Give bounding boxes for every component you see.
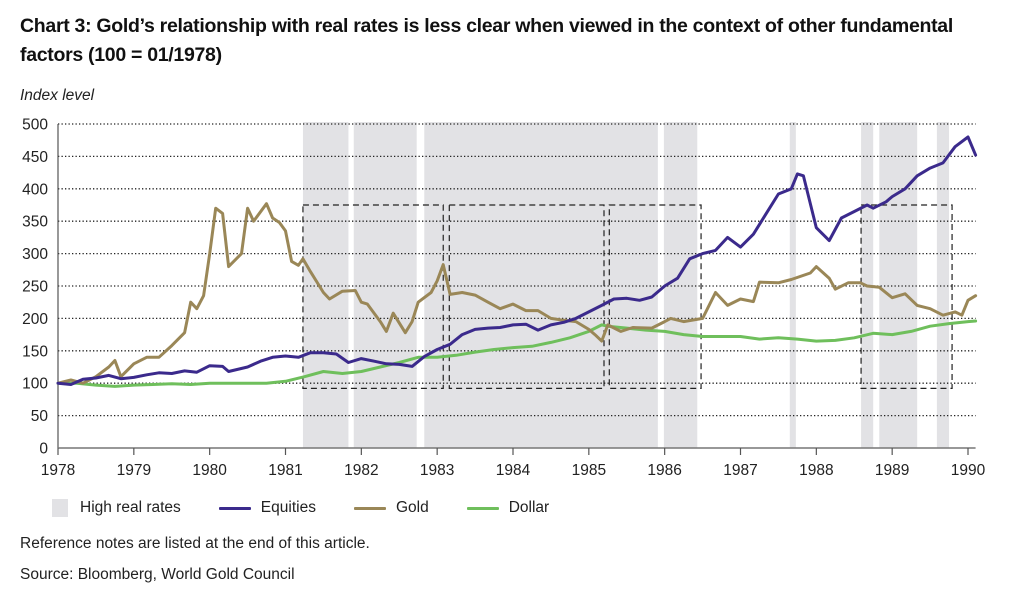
legend-label: Dollar <box>508 499 550 516</box>
shaded-period <box>879 122 918 448</box>
x-tick-label: 1988 <box>799 462 833 479</box>
highlight-box <box>302 204 444 389</box>
legend-item-high-real-rates: High real rates <box>52 499 181 517</box>
axes <box>57 124 976 455</box>
legend-swatch-gold <box>353 506 386 510</box>
high-real-rates-shading <box>302 122 950 448</box>
highlight-box <box>448 204 605 389</box>
highlight-box <box>608 204 702 389</box>
x-tick-label: 1979 <box>117 462 151 479</box>
legend-swatch-dollar <box>466 506 499 510</box>
series-line-dollar <box>56 319 978 388</box>
y-tick-label: 50 <box>31 408 49 425</box>
shaded-period <box>936 122 950 448</box>
y-tick-label: 350 <box>22 214 48 231</box>
legend-item-gold: Gold <box>353 499 429 517</box>
chart-title: Chart 3: Gold’s relationship with real r… <box>20 15 953 66</box>
x-tick-label: 1983 <box>420 462 454 479</box>
shaded-period <box>302 122 349 448</box>
shaded-period <box>663 122 698 448</box>
y-axis-label: Index level <box>20 87 95 104</box>
x-tick-label: 1978 <box>41 462 75 479</box>
shaded-period <box>424 122 658 448</box>
series-lines <box>56 135 978 388</box>
x-tick-label: 1980 <box>192 462 227 479</box>
shaded-period <box>353 122 417 448</box>
y-tick-label: 250 <box>22 279 48 296</box>
x-tick-label: 1984 <box>496 462 531 479</box>
reference-note: Reference notes are listed at the end of… <box>20 535 370 552</box>
legend: High real rates Equities Gold Dollar <box>52 497 587 519</box>
legend-swatch-equities <box>218 506 251 510</box>
legend-label: Equities <box>260 499 316 516</box>
x-tick-label: 1990 <box>951 462 986 479</box>
y-tick-label: 400 <box>22 181 48 198</box>
x-tick-label: 1987 <box>723 462 757 479</box>
legend-swatch-high-real-rates <box>52 499 68 517</box>
legend-label: High real rates <box>80 499 181 516</box>
y-tick-label: 300 <box>22 246 48 263</box>
source-note: Source: Bloomberg, World Gold Council <box>20 566 295 583</box>
x-tick-label: 1982 <box>344 462 378 479</box>
y-tick-label: 500 <box>22 117 48 134</box>
y-tick-label: 0 <box>39 441 48 458</box>
highlight-boxes <box>302 204 953 389</box>
highlight-box <box>860 204 953 389</box>
x-tick-label: 1989 <box>875 462 909 479</box>
tick-labels: 1978 1979 1980 1981 1982 1983 1984 1985 1986 1987… <box>22 117 985 480</box>
series-line-gold <box>56 202 978 385</box>
y-tick-label: 100 <box>22 376 48 393</box>
legend-label: Gold <box>395 499 429 516</box>
y-tick-label: 450 <box>22 149 48 166</box>
gridlines <box>58 123 976 417</box>
x-tick-label: 1985 <box>572 462 606 479</box>
legend-item-dollar: Dollar <box>466 499 550 517</box>
x-tick-label: 1986 <box>647 462 681 479</box>
y-tick-label: 200 <box>22 311 48 328</box>
x-tick-label: 1981 <box>268 462 302 479</box>
shaded-period <box>789 122 796 448</box>
series-line-equities <box>56 135 978 386</box>
legend-item-equities: Equities <box>218 499 316 517</box>
y-tick-label: 150 <box>22 343 48 360</box>
